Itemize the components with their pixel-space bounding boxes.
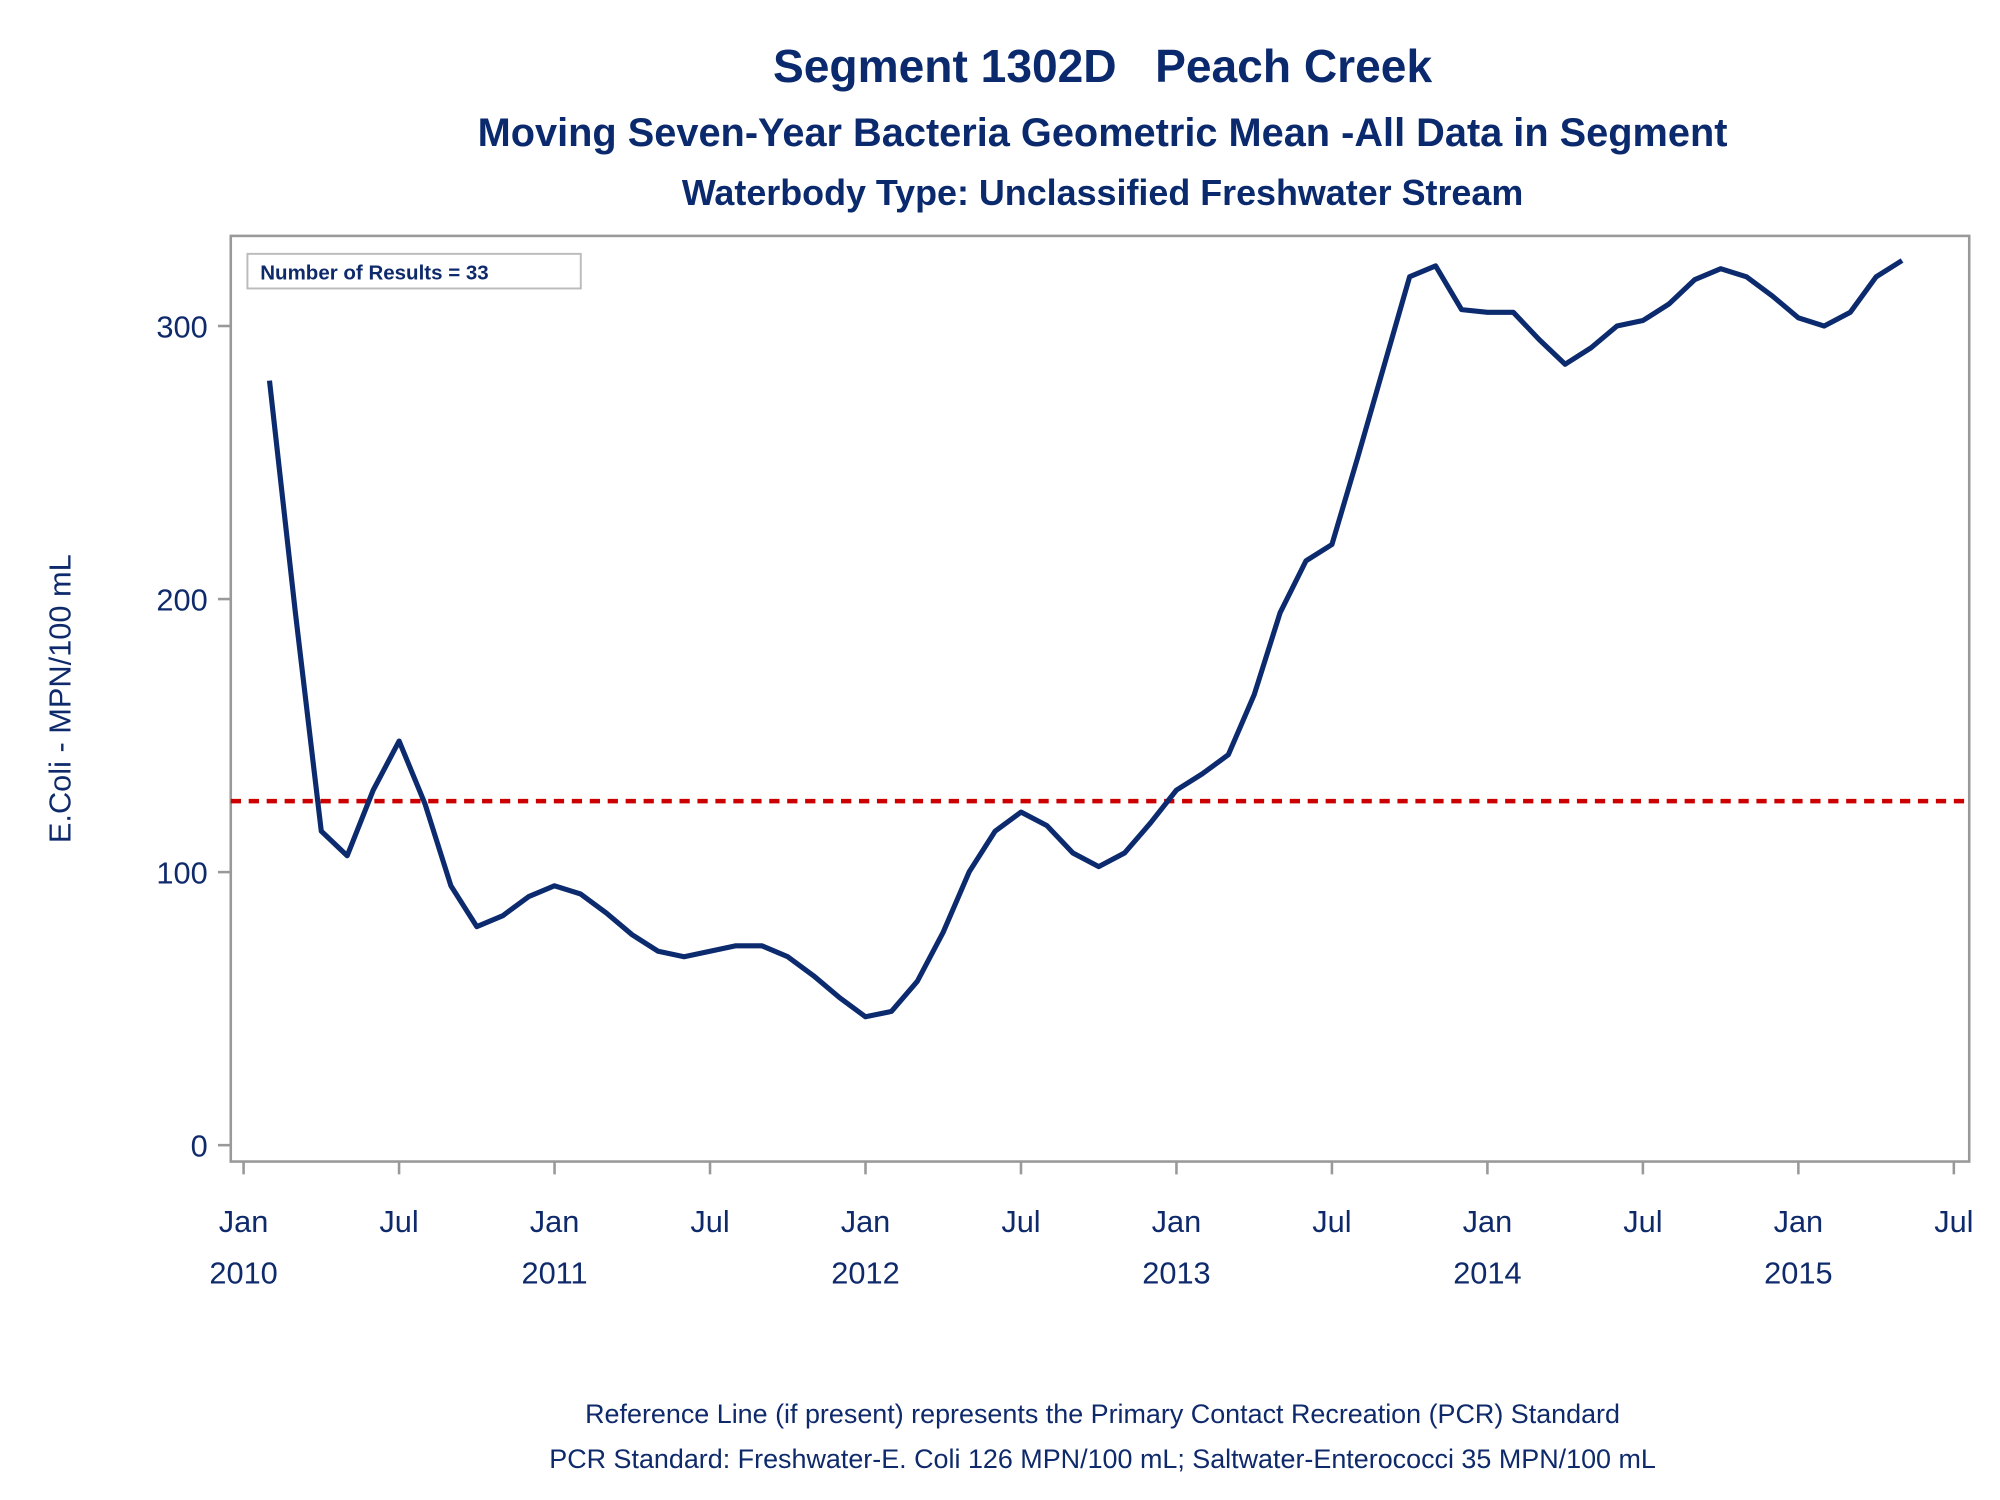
x-tick-label: Jul <box>1312 1204 1351 1239</box>
data-line <box>266 258 1904 1020</box>
x-tick-year: 2011 <box>521 1255 587 1290</box>
y-tick-label: 200 <box>156 583 207 618</box>
x-tick-label: Jul <box>1623 1204 1662 1239</box>
x-tick-label: Jul <box>1934 1204 1973 1239</box>
y-tick-label: 100 <box>156 856 207 891</box>
x-tick-label: Jan <box>530 1204 580 1239</box>
chart-title: Segment 1302D Peach Creek <box>773 40 1432 92</box>
x-tick-label: Jul <box>379 1204 418 1239</box>
footnote: PCR Standard: Freshwater-E. Coli 126 MPN… <box>549 1444 1656 1474</box>
x-tick-year: 2014 <box>1453 1255 1521 1290</box>
y-tick-label: 300 <box>156 310 207 345</box>
x-tick-label: Jul <box>1001 1204 1040 1239</box>
plot-frame <box>229 234 1971 1163</box>
x-tick-label: Jan <box>219 1204 269 1239</box>
annotation-box <box>246 252 582 290</box>
x-tick-year: 2015 <box>1764 1255 1832 1290</box>
x-tick-label: Jan <box>1774 1204 1824 1239</box>
x-tick-year: 2013 <box>1142 1255 1210 1290</box>
x-tick-label: Jan <box>1152 1204 1202 1239</box>
x-tick-year: 2012 <box>831 1255 899 1290</box>
x-tick-label: Jan <box>841 1204 891 1239</box>
x-tick-year: 2010 <box>209 1255 277 1290</box>
annotation: Number of Results = 33 <box>260 261 488 284</box>
x-tick-label: Jan <box>1463 1204 1513 1239</box>
y-axis-label: E.Coli - MPN/100 mL <box>43 554 78 843</box>
x-tick-label: Jul <box>690 1204 729 1239</box>
chart-subtitle: Moving Seven-Year Bacteria Geometric Mea… <box>478 111 1728 155</box>
y-tick-label: 0 <box>191 1129 208 1164</box>
footnote: Reference Line (if present) represents t… <box>585 1399 1620 1429</box>
chart-subtitle: Waterbody Type: Unclassified Freshwater … <box>682 173 1523 213</box>
